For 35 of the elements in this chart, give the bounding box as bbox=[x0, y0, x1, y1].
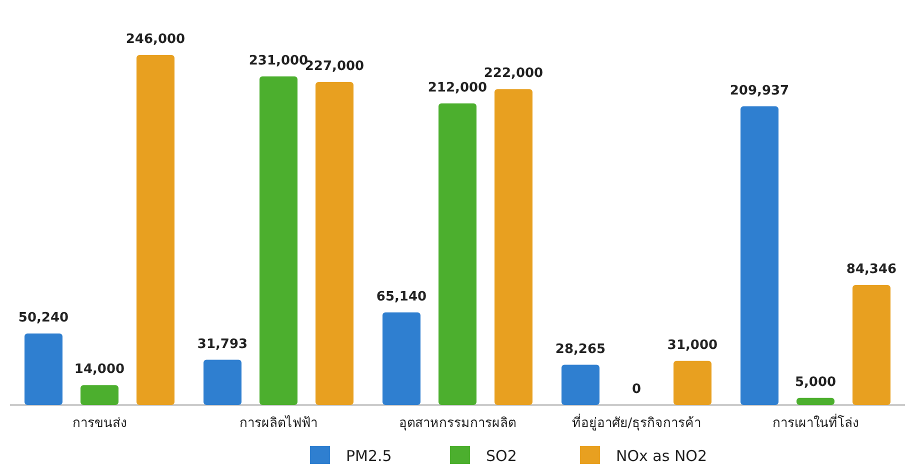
x-tick-label: ที่อยู่อาศัย/ธุรกิจการค้า bbox=[572, 414, 702, 431]
data-label: 50,240 bbox=[18, 310, 69, 326]
data-label: 31,793 bbox=[197, 336, 248, 352]
data-label: 84,346 bbox=[846, 262, 897, 277]
bar bbox=[438, 103, 476, 405]
bar bbox=[204, 360, 242, 405]
bar bbox=[674, 360, 712, 405]
bar bbox=[316, 82, 354, 405]
bar bbox=[796, 398, 834, 405]
data-label: 31,000 bbox=[667, 338, 718, 353]
bar bbox=[852, 284, 890, 405]
x-tick-label: อุตสาหกรรมการผลิต bbox=[399, 416, 516, 431]
legend-label: SO2 bbox=[486, 447, 517, 465]
x-tick-label: การเผาในที่โล่ง bbox=[772, 414, 858, 431]
x-tick-label: การผลิตไฟฟ้า bbox=[240, 415, 318, 431]
legend-label: PM2.5 bbox=[346, 447, 392, 465]
bar bbox=[382, 312, 420, 405]
data-label: 209,937 bbox=[730, 83, 790, 98]
data-label: 212,000 bbox=[428, 80, 488, 96]
bar bbox=[80, 385, 118, 405]
bar bbox=[562, 364, 600, 405]
data-label: 65,140 bbox=[376, 289, 427, 304]
data-label: 246,000 bbox=[126, 32, 186, 47]
data-label: 14,000 bbox=[74, 362, 125, 378]
bar bbox=[136, 55, 174, 405]
data-label: 5,000 bbox=[794, 374, 836, 390]
data-label: 222,000 bbox=[484, 66, 544, 82]
bar bbox=[494, 89, 532, 405]
data-label: 28,265 bbox=[555, 342, 606, 357]
bar bbox=[24, 334, 62, 405]
legend-label: NOx as NO2 bbox=[616, 447, 708, 465]
bar bbox=[740, 106, 778, 405]
data-label: 0 bbox=[632, 382, 642, 397]
x-tick-label: การขนส่ง bbox=[72, 416, 126, 431]
bar bbox=[260, 76, 298, 405]
